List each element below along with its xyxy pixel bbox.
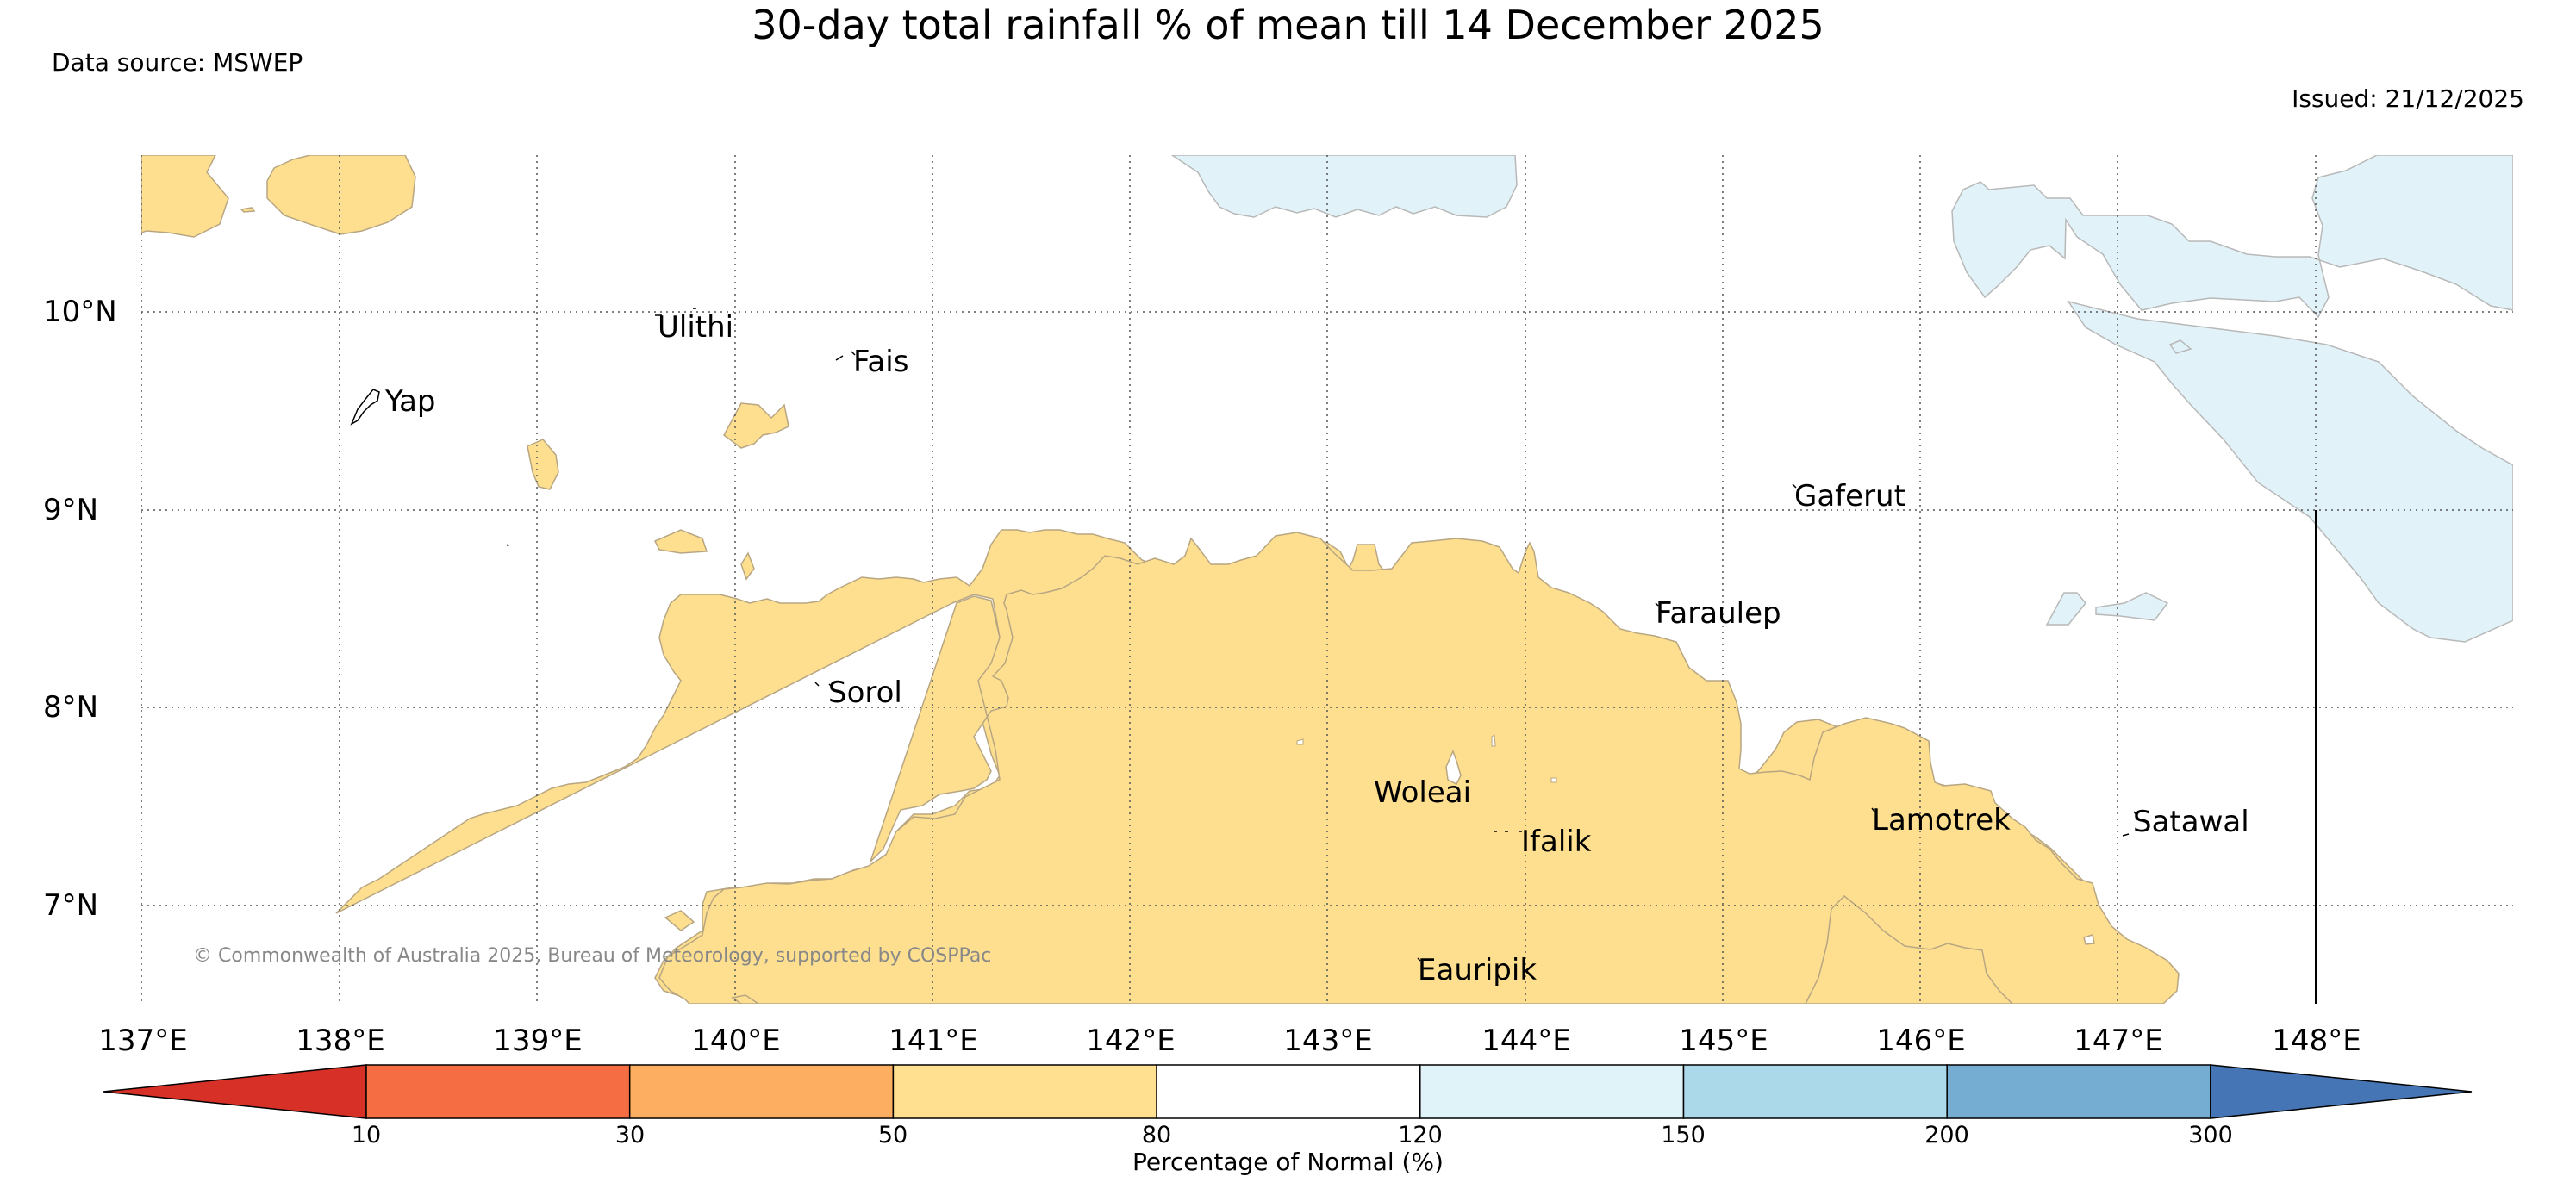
map-title: 30-day total rainfall % of mean till 14 … <box>752 2 1824 48</box>
wet-area-east-notch <box>2168 339 2192 354</box>
colorbar-segment-lt-10 <box>103 1064 367 1119</box>
lon-tick-142e: 142°E <box>1086 1024 1176 1058</box>
dry-area-hole-4 <box>1550 777 1557 783</box>
place-label-sorol: Sorol <box>828 675 902 710</box>
colorbar-segment-120-150 <box>1419 1064 1685 1119</box>
colorbar-tick-30: 30 <box>614 1122 646 1149</box>
dry-area-nw-dot <box>240 207 256 213</box>
colorbar-segment-10-30 <box>365 1064 631 1119</box>
colorbar-tick-10: 10 <box>351 1122 382 1149</box>
lat-tick-9n: 9°N <box>43 493 99 527</box>
dry-area-west-2 <box>653 529 708 554</box>
dry-area-nw-2 <box>266 155 416 235</box>
dry-area-hole-3 <box>1491 734 1496 747</box>
dry-area-main-shape <box>658 532 2180 1004</box>
lat-tick-8n: 8°N <box>43 690 99 725</box>
dry-area-west-3 <box>740 551 755 581</box>
dry-area-hole-1 <box>1445 749 1462 786</box>
wet-area-east-small-2 <box>2095 592 2169 621</box>
colorbar-tick-50: 50 <box>877 1122 908 1149</box>
colorbar-segment-50-80 <box>892 1064 1157 1119</box>
colorbar-label: Percentage of Normal (%) <box>1132 1148 1444 1176</box>
place-label-eauripik: Eauripik <box>1418 953 1537 987</box>
lon-tick-145e: 145°E <box>1679 1024 1768 1058</box>
place-label-gaferut: Gaferut <box>1794 479 1905 514</box>
atoll-marks <box>506 308 2137 962</box>
colorbar-segment-30-50 <box>628 1064 895 1119</box>
place-label-woleai: Woleai <box>1374 775 1472 810</box>
dry-area-hole-5 <box>2083 934 2095 945</box>
lon-tick-146e: 146°E <box>1876 1024 1966 1058</box>
colorbar-tick-150: 150 <box>1661 1122 1706 1149</box>
dry-area-near-ulithi <box>723 402 789 449</box>
lon-tick-138e: 138°E <box>296 1024 385 1058</box>
place-label-fais: Fais <box>853 345 909 379</box>
lon-tick-143e: 143°E <box>1283 1024 1373 1058</box>
lon-tick-140e: 140°E <box>691 1024 781 1058</box>
lon-tick-147e: 147°E <box>2074 1024 2163 1058</box>
dry-area-west-1 <box>527 439 559 490</box>
place-label-satawal: Satawal <box>2133 805 2249 839</box>
lon-tick-144e: 144°E <box>1481 1024 1571 1058</box>
colorbar-segment-200-300 <box>1946 1064 2211 1119</box>
place-label-ifalik: Ifalik <box>1521 825 1592 859</box>
dry-area-west-4 <box>664 910 695 931</box>
yap-island-outline <box>350 389 380 426</box>
lon-tick-141e: 141°E <box>889 1024 978 1058</box>
wet-area-east-small-1 <box>2045 592 2086 626</box>
place-label-yap: Yap <box>385 384 436 419</box>
wet-area-east-lobe <box>2067 300 2513 643</box>
colorbar-segment-gt-300 <box>2210 1064 2473 1119</box>
colorbar-tick-200: 200 <box>1924 1122 1969 1149</box>
colorbar-segment-80-120 <box>1156 1064 1421 1119</box>
colorbar-tick-80: 80 <box>1141 1122 1172 1149</box>
wet-area-north <box>1170 155 1518 218</box>
lat-tick-10n: 10°N <box>43 295 117 329</box>
colorbar-tick-120: 120 <box>1398 1122 1443 1149</box>
copyright-notice: © Commonwealth of Australia 2025, Bureau… <box>193 945 992 967</box>
lon-tick-148e: 148°E <box>2272 1024 2361 1058</box>
lon-tick-139e: 139°E <box>493 1024 583 1058</box>
dry-area-nw-1 <box>141 155 229 238</box>
issued-date-label: Issued: 21/12/2025 <box>2292 84 2524 113</box>
colorbar-segments <box>103 1064 2473 1119</box>
dry-area-hole-2 <box>1296 738 1304 745</box>
place-label-faraulep: Faraulep <box>1656 596 1781 631</box>
colorbar-tick-300: 300 <box>2188 1122 2233 1149</box>
lon-tick-137e: 137°E <box>98 1024 188 1058</box>
place-label-ulithi: Ulithi <box>658 310 734 345</box>
data-source-label: Data source: MSWEP <box>52 48 303 77</box>
wet-area-east <box>1951 155 2513 319</box>
place-label-lamotrek: Lamotrek <box>1872 803 2011 837</box>
colorbar-segment-150-200 <box>1682 1064 1948 1119</box>
lat-tick-7n: 7°N <box>43 888 99 923</box>
